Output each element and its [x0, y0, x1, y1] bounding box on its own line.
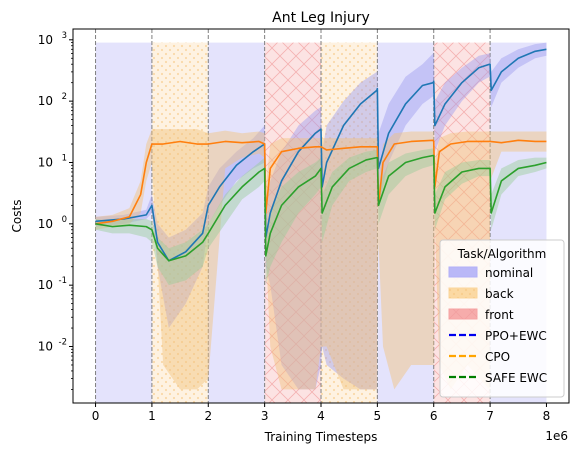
legend-swatch-pattern	[449, 309, 477, 319]
x-tick-label: 5	[374, 409, 382, 423]
x-tick-label: 1	[148, 409, 156, 423]
y-tick-exponent: 1	[62, 153, 67, 163]
task-region-pattern	[151, 42, 209, 403]
x-axis-label: Training Timesteps	[264, 430, 378, 444]
task-region-pattern	[321, 42, 378, 403]
legend-label-ppo-ewc: PPO+EWC	[485, 329, 547, 343]
legend: Task/Algorithm nominal back front PPO+EWC CP…	[439, 239, 565, 398]
series-line-2	[95, 139, 547, 225]
legend-box	[439, 239, 565, 398]
y-tick-exponent: 3	[62, 31, 67, 41]
legend-label-front: front	[485, 308, 514, 322]
x-tick-label: 8	[543, 409, 551, 423]
x-tick-label: 3	[261, 409, 269, 423]
y-tick-label: 10	[38, 94, 53, 108]
series-lines	[95, 48, 547, 262]
task-region-nominal	[208, 42, 265, 403]
legend-label-safe-ewc: SAFE EWC	[485, 371, 547, 385]
legend-title: Task/Algorithm	[457, 247, 547, 261]
y-tick-label: 10	[38, 33, 53, 47]
chart-title: Ant Leg Injury	[272, 10, 370, 26]
x-tick-label: 0	[92, 409, 100, 423]
x-tick-label: 2	[204, 409, 212, 423]
legend-label-cpo: CPO	[485, 350, 510, 364]
x-tick-label: 4	[317, 409, 325, 423]
legend-swatch-pattern	[449, 288, 477, 298]
x-axis-ticks: 0 1 2 3 4 5 6 7 8	[92, 403, 551, 423]
y-tick-label: 10	[38, 155, 53, 169]
series-line-3	[95, 154, 547, 262]
y-tick-exponent: -1	[59, 276, 67, 286]
y-tick-exponent: 2	[62, 92, 67, 102]
y-tick-exponent: 0	[62, 215, 67, 225]
series-band-1	[95, 42, 547, 390]
y-tick-label: 10	[38, 217, 53, 231]
x-offset-label: 1e6	[545, 429, 568, 443]
legend-label-nominal: nominal	[485, 266, 533, 280]
y-tick-label: 10	[38, 340, 53, 354]
x-tick-label: 6	[430, 409, 438, 423]
series-line-1	[95, 48, 547, 262]
task-region-nominal	[377, 42, 434, 403]
y-axis-label: Costs	[10, 200, 24, 233]
x-tick-label: 7	[486, 409, 494, 423]
y-tick-exponent: -2	[59, 338, 67, 348]
legend-label-back: back	[485, 287, 514, 301]
legend-swatch-nominal	[448, 266, 478, 278]
y-tick-label: 10	[38, 278, 53, 292]
y-axis-ticks: 10 -2 10 -1 10 0 10 1 10 2 10 3	[38, 31, 73, 390]
